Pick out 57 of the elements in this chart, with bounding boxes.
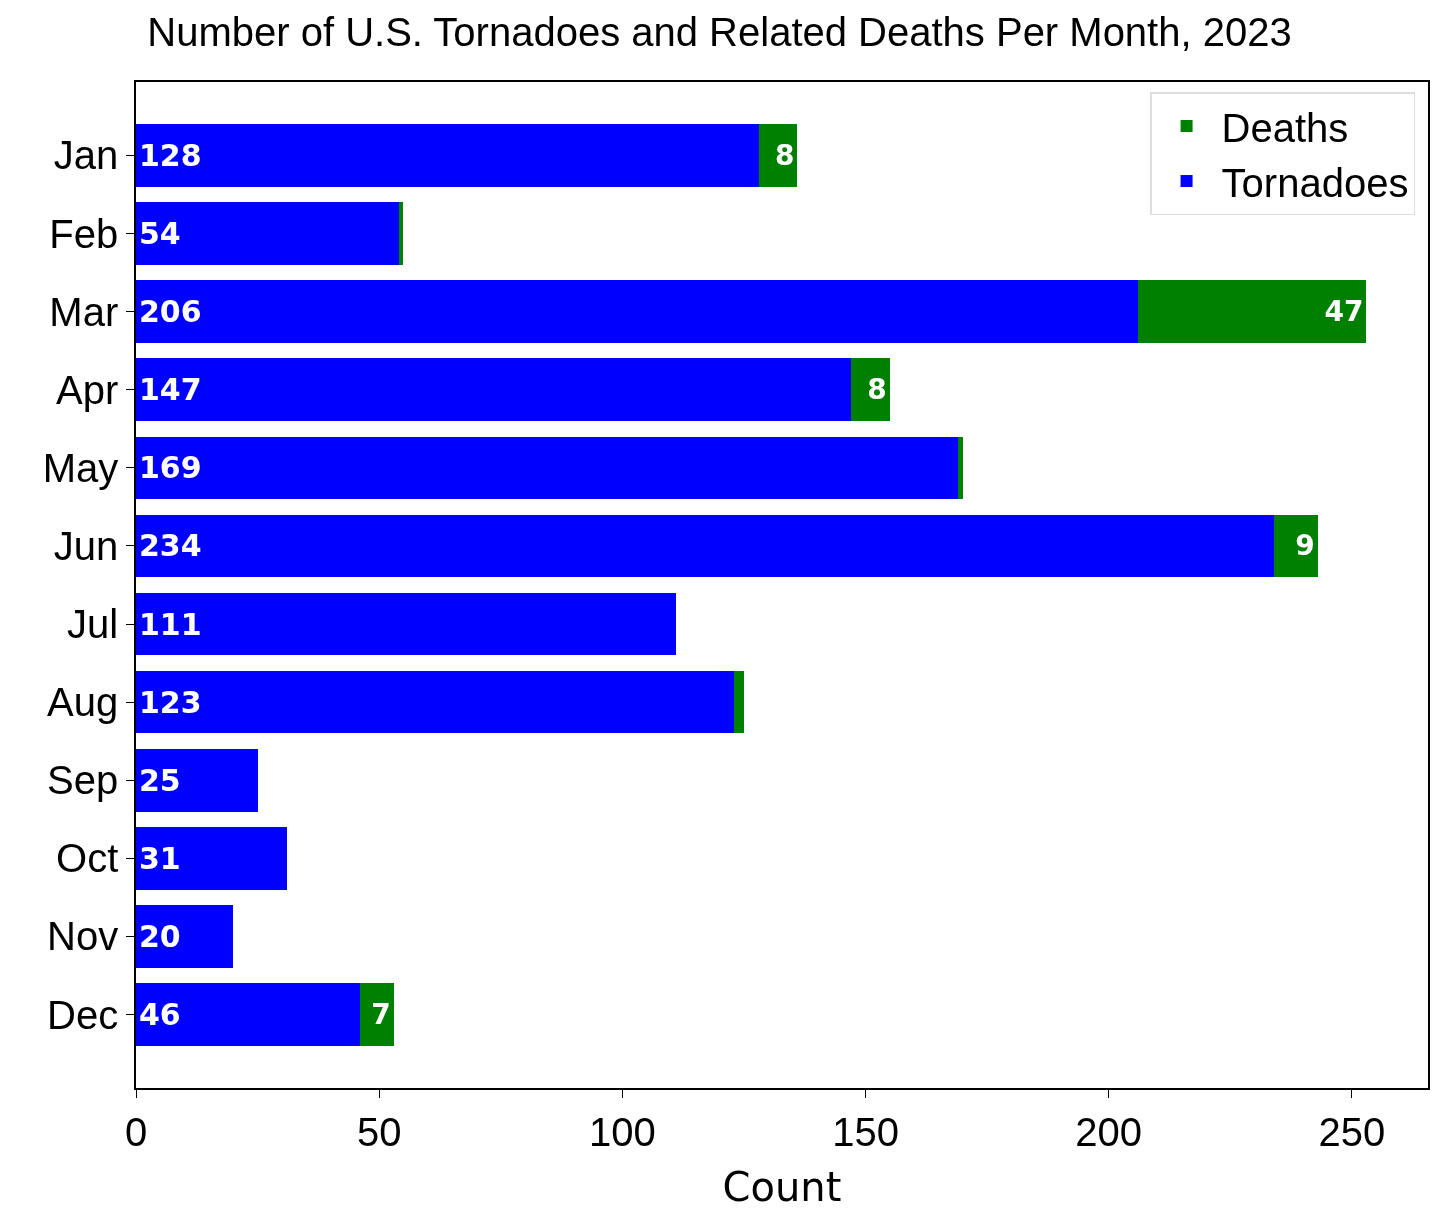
bar [136,124,759,187]
x-tick-label: 200 [1075,1109,1143,1154]
bar [136,280,1138,343]
data-label: 111 [139,606,202,642]
y-tick-label: May [42,445,119,490]
data-label: 20 [139,918,181,954]
y-tick-label: Apr [56,367,119,412]
y-tick-label: Mar [49,289,119,334]
data-label: 8 [774,138,795,172]
data-label: 123 [139,684,202,720]
x-tick-label: 0 [124,1109,148,1154]
data-label: 54 [139,216,181,252]
bar [136,905,234,968]
y-tick-label: Oct [56,836,119,881]
y-tick-label: Feb [49,211,119,256]
bar [850,358,890,421]
y-tick-label: Sep [47,758,119,803]
bar [734,670,744,734]
bar [136,749,258,812]
bar [136,514,1275,578]
data-label: 128 [139,137,202,173]
x-tick-label: 150 [832,1109,899,1154]
bar [957,436,963,500]
data-label: 147 [139,372,202,408]
bar [136,436,958,500]
bar [1137,280,1367,343]
legend-label: Deaths [1221,105,1349,150]
bar [1274,514,1318,578]
x-axis-title: Count [722,1164,842,1210]
data-label: 9 [1295,529,1315,563]
y-tick-label: Jan [53,133,119,178]
bar [136,983,360,1046]
bar [136,202,399,265]
x-tick-label: 50 [356,1109,402,1154]
bar [136,358,851,421]
data-label: 8 [867,373,887,407]
chart-title: Number of U.S. Tornadoes and Related Deaths Per Month, 2023 [147,10,1292,55]
data-label: 25 [139,762,181,798]
bar [136,827,287,890]
data-label: 169 [139,450,202,486]
data-label: 47 [1324,295,1364,329]
data-label: 7 [371,998,391,1032]
data-label: 46 [139,997,181,1033]
bar [136,592,676,656]
y-tick-label: Nov [47,914,119,959]
y-tick-label: Dec [47,992,119,1037]
bar [136,670,735,734]
y-tick-label: Jun [53,523,119,568]
x-tick-label: 100 [588,1109,656,1154]
data-label: 31 [139,840,181,876]
bar [359,983,394,1046]
y-tick-label: Jul [67,602,119,647]
x-tick-label: 250 [1318,1109,1386,1154]
data-label: 206 [139,294,202,330]
y-tick-label: Aug [47,680,119,725]
legend-label: Tornadoes [1221,160,1409,205]
data-label: 234 [139,528,202,564]
